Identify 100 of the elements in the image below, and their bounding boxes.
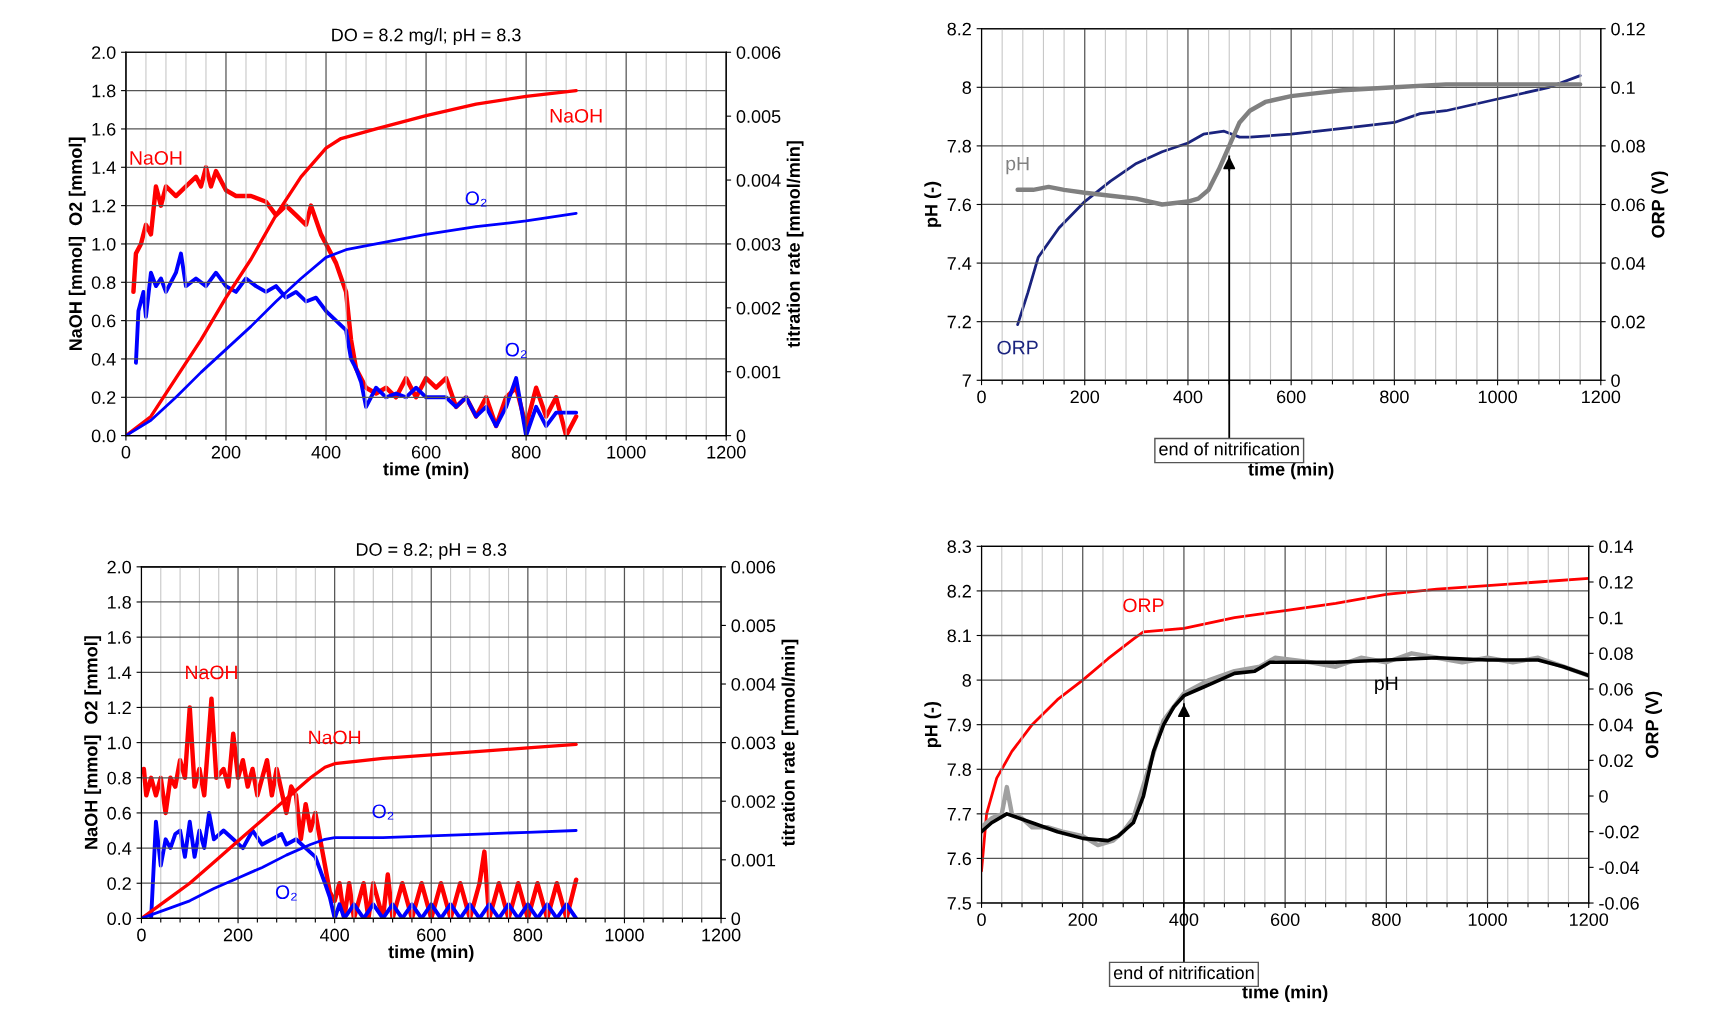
x-tick-label: 1000 xyxy=(1468,913,1507,927)
y2-tick-label: 0.1 xyxy=(1611,81,1635,95)
x-tick-label: 200 xyxy=(1070,390,1100,404)
x-tick-label: 800 xyxy=(511,445,541,459)
y-tick-label: 1.0 xyxy=(92,237,116,251)
x-tick-label: 400 xyxy=(320,928,350,942)
x-tick-label: 600 xyxy=(1270,913,1300,927)
y-tick-label: 1.0 xyxy=(108,736,132,750)
y-tick-label: 7.4 xyxy=(947,257,972,270)
y-tick-label: 0.0 xyxy=(91,429,116,443)
ref-line-label: end of nitrification xyxy=(1113,965,1254,980)
y-tick-label: 0.4 xyxy=(91,352,116,366)
y-tick-label: 0.6 xyxy=(91,314,116,328)
series-label: O₂ xyxy=(372,804,394,820)
x-tick-label: 1200 xyxy=(1582,390,1621,404)
line-series xyxy=(981,577,1589,873)
x-axis-title: time (min) xyxy=(388,944,474,962)
x-tick-label: 0 xyxy=(977,913,986,927)
x-tick-label: 0 xyxy=(121,445,131,459)
y2-tick-label: 0.1 xyxy=(1599,611,1623,625)
series-label: ORP xyxy=(997,340,1038,355)
y2-tick-label: 0 xyxy=(1611,374,1620,387)
series-label: pH xyxy=(1006,156,1029,175)
x-tick-label: 200 xyxy=(223,928,253,942)
y2-tick-label: 0.001 xyxy=(736,365,781,379)
series-label: O₂ xyxy=(505,342,527,358)
y2-tick-label: 0.02 xyxy=(1599,754,1633,768)
y2-tick-label: 0.08 xyxy=(1611,139,1645,153)
y-tick-label: 8 xyxy=(962,674,972,687)
y2-axis-title: titration rate [mmol/min] xyxy=(786,141,804,348)
y2-tick-label: 0 xyxy=(736,429,746,443)
y2-tick-label: 0.08 xyxy=(1599,647,1633,661)
x-tick-label: 800 xyxy=(1372,913,1401,927)
y-tick-label: 7.8 xyxy=(947,763,972,776)
y-tick-label: 2.0 xyxy=(107,560,132,574)
y2-tick-label: 0.005 xyxy=(731,619,776,633)
y2-axis-title: ORP (V) xyxy=(1651,171,1669,238)
y2-tick-label: 0.006 xyxy=(731,560,776,574)
y-tick-label: 7 xyxy=(962,374,971,387)
y-tick-label: 1.2 xyxy=(92,199,116,213)
y2-tick-label: 0.003 xyxy=(736,237,781,251)
y-tick-label: 2.0 xyxy=(92,46,116,59)
series-label: NaOH xyxy=(550,108,602,123)
x-tick-label: 1200 xyxy=(707,445,746,459)
y2-tick-label: 0.02 xyxy=(1611,315,1645,329)
x-tick-label: 600 xyxy=(417,928,446,942)
series-label: ORP xyxy=(1123,598,1164,613)
y2-tick-label: 0.14 xyxy=(1599,540,1634,554)
y2-tick-label: 0.002 xyxy=(731,795,776,808)
line-series xyxy=(141,696,579,919)
y-tick-label: 0.8 xyxy=(91,276,116,290)
x-tick-label: 0 xyxy=(977,390,986,404)
x-tick-label: 0 xyxy=(137,928,146,942)
y-tick-label: 0.2 xyxy=(107,877,131,890)
y-tick-label: 0.8 xyxy=(107,771,131,785)
x-tick-label: 800 xyxy=(513,928,543,942)
x-tick-label: 1000 xyxy=(607,445,646,459)
y-tick-label: 8.2 xyxy=(947,584,971,598)
x-tick-label: 1200 xyxy=(1570,913,1609,927)
y2-tick-label: 0.06 xyxy=(1599,682,1633,696)
y-tick-label: 1.6 xyxy=(92,122,116,136)
x-tick-label: 400 xyxy=(1173,390,1203,404)
x-tick-label: 600 xyxy=(411,445,441,459)
x-axis-title: time (min) xyxy=(383,462,469,480)
y2-tick-label: 0.04 xyxy=(1611,257,1646,270)
y-tick-label: 8.3 xyxy=(947,540,972,554)
series-label: NaOH xyxy=(130,151,182,165)
y2-axis-title: titration rate [mmol/min] xyxy=(781,639,799,847)
x-axis-title: time (min) xyxy=(1248,462,1334,480)
y2-tick-label: 0 xyxy=(1599,789,1608,803)
y2-tick-label: 0.002 xyxy=(736,301,781,315)
y-tick-label: 0.0 xyxy=(107,912,132,926)
x-tick-label: 1000 xyxy=(1478,390,1517,404)
x-tick-label: 400 xyxy=(311,445,341,459)
y-tick-label: 7.2 xyxy=(947,315,971,329)
y2-tick-label: -0.04 xyxy=(1599,861,1640,875)
x-tick-label: 200 xyxy=(1068,913,1098,927)
y-tick-label: 7.8 xyxy=(947,139,972,153)
y-tick-label: 0.4 xyxy=(107,842,132,855)
y2-tick-label: -0.02 xyxy=(1599,825,1639,839)
y2-tick-label: -0.06 xyxy=(1599,896,1639,910)
y-tick-label: 0.2 xyxy=(91,391,116,405)
y-axis-title: NaOH [mmol] O2 [mmol] xyxy=(84,636,102,849)
y-tick-label: 1.2 xyxy=(108,701,131,714)
y2-tick-label: 0.004 xyxy=(731,677,776,691)
y2-tick-label: 0.006 xyxy=(736,46,781,59)
series-label: O₂ xyxy=(465,191,487,207)
y-tick-label: 8.2 xyxy=(947,22,971,36)
y-axis-title: NaOH [mmol] O2 [mmol] xyxy=(68,137,86,351)
series-label: O₂ xyxy=(275,885,297,901)
y-tick-label: 7.6 xyxy=(947,198,972,212)
y-tick-label: 1.6 xyxy=(108,631,131,644)
y-axis-title: pH (-) xyxy=(924,181,942,227)
y-tick-label: 1.4 xyxy=(92,161,116,174)
y-tick-label: 7.7 xyxy=(947,807,971,821)
line-series xyxy=(125,211,578,436)
y-tick-label: 7.9 xyxy=(947,718,971,732)
y-tick-label: 8.1 xyxy=(947,629,971,643)
x-tick-label: 600 xyxy=(1277,390,1306,404)
x-axis-title: time (min) xyxy=(1242,985,1328,1002)
